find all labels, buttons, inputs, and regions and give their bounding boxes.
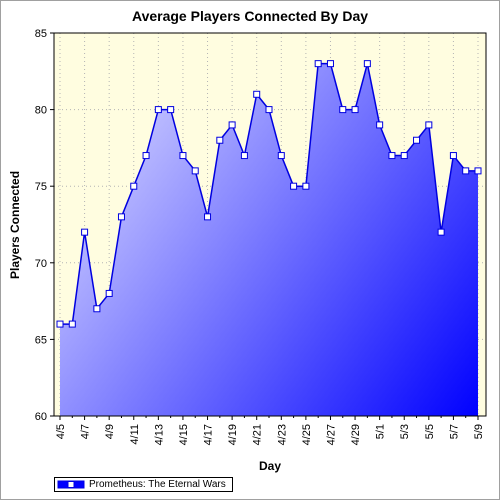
data-point-4/28 <box>339 106 347 114</box>
x-tick-label-4/17: 4/17 <box>203 424 215 445</box>
x-tick-label-5/5: 5/5 <box>424 424 436 439</box>
data-point-4/19 <box>228 121 236 129</box>
data-point-5/3 <box>400 152 408 160</box>
data-point-4/5 <box>56 320 64 328</box>
series-markers <box>56 60 482 328</box>
y-tick-label-85: 85 <box>35 28 47 40</box>
data-point-4/20 <box>240 152 248 160</box>
data-point-4/8 <box>93 305 101 313</box>
x-tick-label-4/7: 4/7 <box>80 424 92 439</box>
y-tick-label-60: 60 <box>35 411 47 423</box>
data-point-4/10 <box>117 213 125 221</box>
y-tick-label-65: 65 <box>35 334 47 346</box>
data-point-5/4 <box>413 136 421 144</box>
x-tick-label-4/5: 4/5 <box>55 424 67 439</box>
legend-entry-label: Prometheus: The Eternal Wars <box>89 479 226 490</box>
y-tick-label-70: 70 <box>35 258 47 270</box>
x-tick-label-4/11: 4/11 <box>129 424 141 445</box>
data-point-4/9 <box>105 289 113 297</box>
x-tick-labels: 4/5 4/7 4/9 4/11 4/13 4/15 4/17 4/19 4/21 4/23 4/2… <box>55 424 485 445</box>
legend-swatch-icon <box>57 480 85 489</box>
data-point-4/23 <box>277 152 285 160</box>
data-point-4/21 <box>253 90 261 98</box>
data-point-5/5 <box>425 121 433 129</box>
data-point-5/7 <box>449 152 457 160</box>
data-point-4/15 <box>179 152 187 160</box>
data-point-4/18 <box>216 136 224 144</box>
data-point-4/29 <box>351 106 359 114</box>
y-tick-label-80: 80 <box>35 105 47 117</box>
x-tick-label-5/7: 5/7 <box>448 424 460 439</box>
x-tick-label-5/1: 5/1 <box>375 424 387 439</box>
x-tick-label-5/9: 5/9 <box>473 424 485 439</box>
data-point-4/22 <box>265 106 273 114</box>
data-point-4/7 <box>81 228 89 236</box>
x-tick-label-4/19: 4/19 <box>227 424 239 445</box>
data-point-4/12 <box>142 152 150 160</box>
x-tick-label-4/27: 4/27 <box>325 424 337 445</box>
data-point-4/27 <box>326 60 334 68</box>
y-tick-labels: 60 65 70 75 80 85 <box>35 28 47 423</box>
x-tick-label-4/15: 4/15 <box>178 424 190 445</box>
x-axis-label: Day <box>259 459 281 473</box>
data-point-5/2 <box>388 152 396 160</box>
x-tick-label-4/13: 4/13 <box>153 424 165 445</box>
x-tick-label-4/25: 4/25 <box>301 424 313 445</box>
data-point-4/13 <box>154 106 162 114</box>
data-point-4/16 <box>191 167 199 175</box>
data-point-5/8 <box>462 167 470 175</box>
legend: Prometheus: The Eternal Wars <box>54 477 233 492</box>
x-tick-label-4/29: 4/29 <box>350 424 362 445</box>
data-point-4/6 <box>68 320 76 328</box>
data-point-4/11 <box>130 182 138 190</box>
data-point-4/25 <box>302 182 310 190</box>
data-point-5/1 <box>376 121 384 129</box>
x-tick-label-4/9: 4/9 <box>104 424 116 439</box>
y-tick-label-75: 75 <box>35 181 47 193</box>
x-tick-label-5/3: 5/3 <box>399 424 411 439</box>
data-point-4/17 <box>204 213 212 221</box>
data-point-4/30 <box>363 60 371 68</box>
legend-swatch-marker <box>67 481 75 488</box>
y-axis-label: Players Connected <box>8 171 22 279</box>
plot-border <box>53 32 487 417</box>
data-point-4/14 <box>167 106 175 114</box>
data-point-4/24 <box>290 182 298 190</box>
data-point-5/6 <box>437 228 445 236</box>
series-area <box>60 63 478 416</box>
data-point-5/9 <box>474 167 482 175</box>
chart-title: Average Players Connected By Day <box>131 8 369 24</box>
x-tick-label-4/23: 4/23 <box>276 424 288 445</box>
data-point-4/26 <box>314 60 322 68</box>
x-tick-label-4/21: 4/21 <box>252 424 264 445</box>
axes <box>50 32 487 420</box>
